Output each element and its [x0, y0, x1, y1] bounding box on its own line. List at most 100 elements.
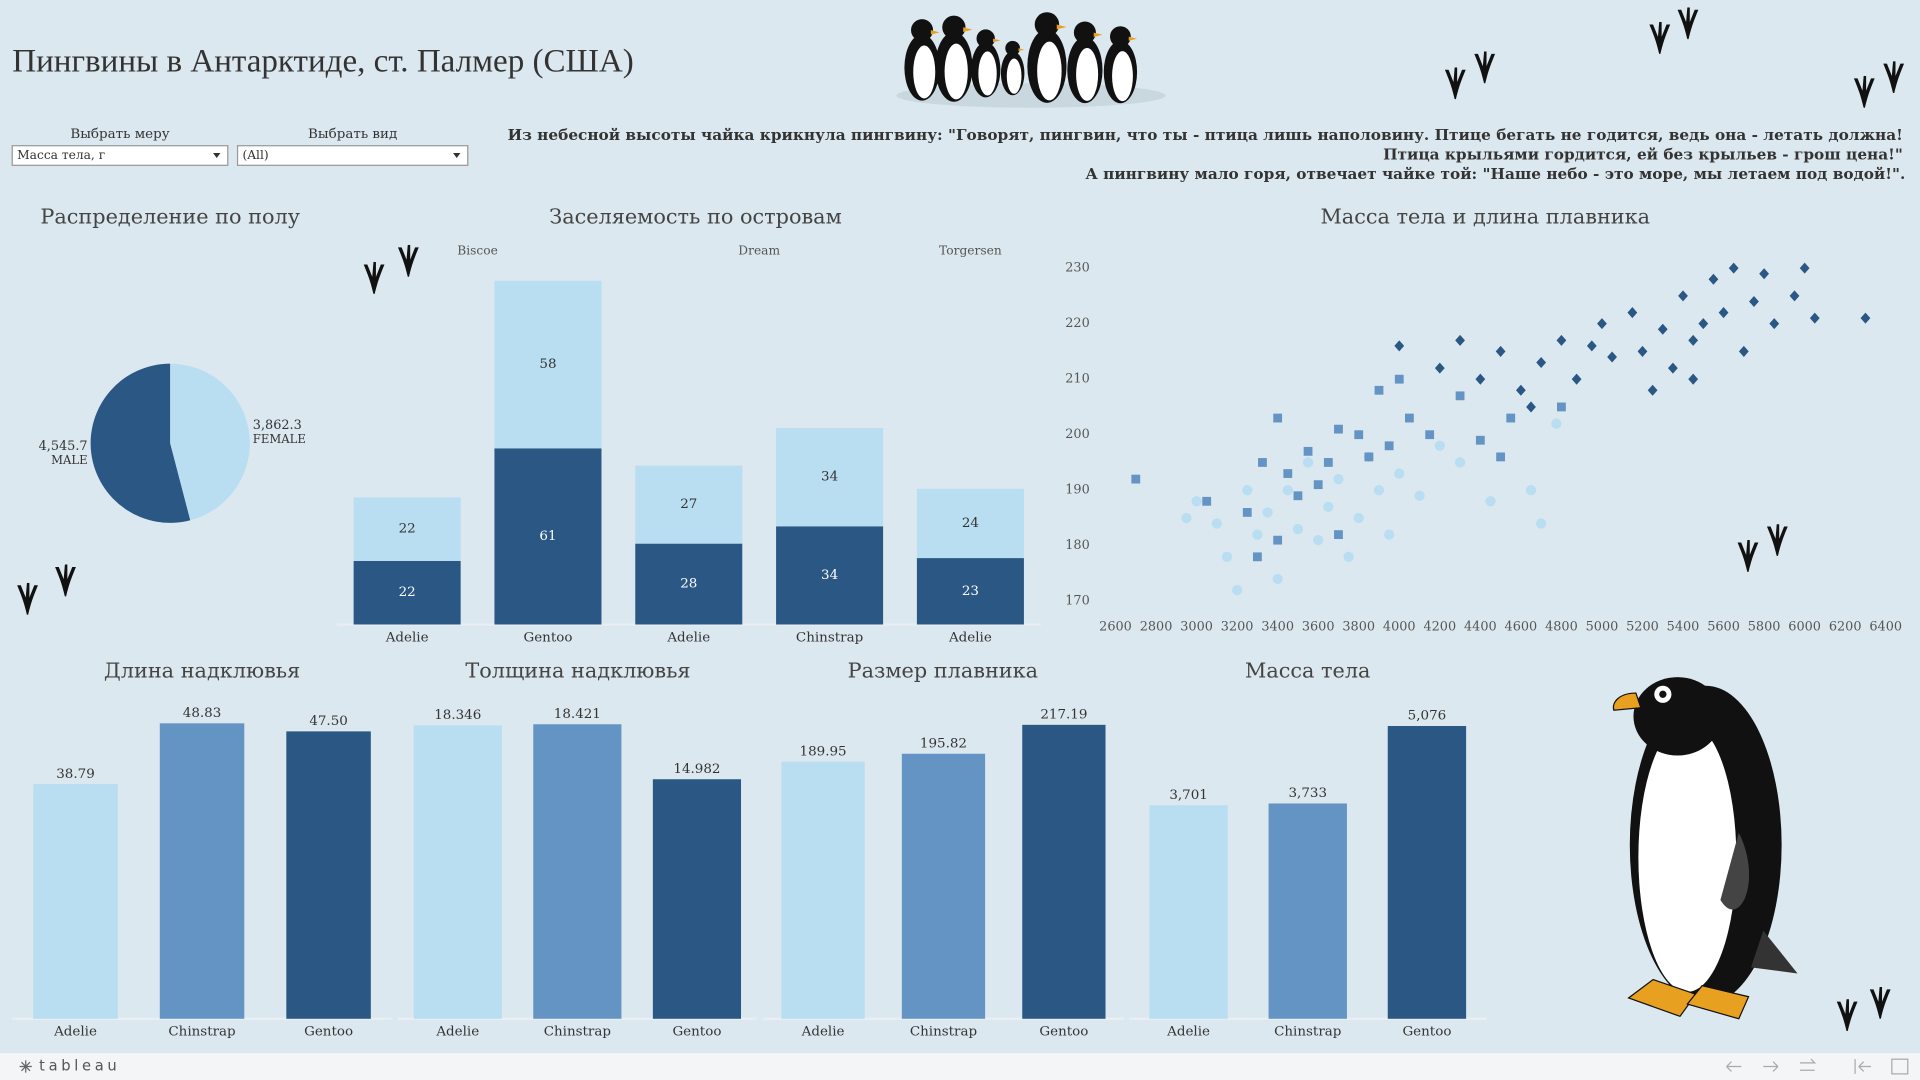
facet-label: Dream	[738, 244, 780, 258]
dropdown[interactable]	[11, 145, 229, 166]
penguin-group-image	[896, 12, 1166, 108]
point	[1414, 490, 1425, 501]
point	[1738, 345, 1749, 357]
bar	[1022, 724, 1106, 1019]
quote-line: А пингвину мало горя, отвечает чайке той…	[1085, 165, 1905, 183]
point	[1272, 573, 1283, 585]
value-label: 195.82	[920, 736, 967, 751]
value-label: 58	[539, 357, 556, 372]
filter-label: Выбрать меру	[70, 127, 169, 142]
value-label: 24	[962, 516, 979, 531]
bar-segment	[776, 428, 884, 527]
value-label: 47.50	[309, 714, 348, 729]
y-tick-label: 210	[1065, 372, 1090, 387]
point	[1231, 584, 1243, 596]
x-tick-label: 6200	[1829, 619, 1862, 634]
bar	[413, 725, 502, 1019]
dropdown-value[interactable]: Масса тела, г	[17, 148, 105, 162]
point	[1252, 529, 1263, 540]
point	[1557, 402, 1566, 412]
bar	[33, 784, 118, 1019]
point	[1586, 340, 1597, 352]
bar-segment	[353, 497, 461, 561]
point	[1273, 535, 1283, 545]
chart-title: Длина надклювья	[104, 659, 300, 683]
logo[interactable]: tableau	[39, 1058, 120, 1075]
point	[1354, 430, 1364, 440]
chart-title: Распределение по полу	[40, 204, 300, 228]
point	[1383, 529, 1395, 540]
value-label: 18.421	[554, 707, 601, 722]
value-label: 3,733	[1288, 786, 1327, 801]
point	[1384, 441, 1394, 451]
point	[1647, 384, 1658, 396]
x-tick-label: 2800	[1140, 619, 1173, 634]
x-tick-label: 5400	[1667, 619, 1700, 634]
point	[1181, 512, 1192, 524]
point	[1455, 391, 1465, 401]
dropdown[interactable]	[236, 145, 469, 166]
point	[1495, 345, 1506, 357]
point	[1536, 518, 1547, 529]
nav-icons[interactable]	[1726, 1058, 1909, 1075]
point	[1454, 457, 1466, 468]
point	[1394, 374, 1404, 384]
x-tick-label: Gentoo	[1402, 1025, 1451, 1040]
point	[1475, 435, 1485, 445]
value-label: 22	[399, 522, 416, 537]
y-tick-label: 230	[1065, 261, 1090, 276]
x-tick-label: 3200	[1221, 619, 1254, 634]
bar	[286, 731, 371, 1019]
filter-label: Выбрать вид	[308, 127, 397, 142]
y-tick-label: 170	[1065, 594, 1090, 609]
point	[1252, 552, 1262, 562]
pie-slice	[170, 363, 250, 521]
dropdown-value[interactable]: (All)	[242, 148, 268, 162]
point	[1313, 480, 1323, 490]
x-tick-label: 3600	[1302, 619, 1335, 634]
point	[1242, 508, 1252, 517]
x-tick-label: Chinstrap	[796, 630, 863, 645]
x-tick-label: Adelie	[1166, 1025, 1210, 1040]
point	[1769, 318, 1780, 330]
point	[1551, 418, 1562, 429]
point	[1313, 535, 1324, 546]
point	[1273, 413, 1283, 423]
bar	[781, 761, 865, 1019]
bar-segment	[635, 465, 743, 544]
title: Пингвины в Антарктиде, ст. Палмер (США)	[12, 43, 634, 79]
value-label: 217.19	[1040, 708, 1087, 723]
point	[1242, 485, 1253, 496]
x-tick-label: 6400	[1869, 619, 1902, 634]
value-label: 22	[399, 585, 416, 600]
category-label: MALE	[51, 453, 88, 467]
x-tick-label: Adelie	[948, 630, 992, 645]
x-tick-label: Chinstrap	[168, 1025, 235, 1040]
point	[1525, 485, 1537, 496]
y-tick-label: 200	[1065, 427, 1090, 442]
value-label: 189.95	[800, 744, 847, 759]
facet-label: Torgersen	[939, 244, 1002, 258]
point	[1211, 518, 1222, 529]
x-tick-label: Gentoo	[1039, 1025, 1088, 1040]
x-tick-label: Chinstrap	[1274, 1025, 1341, 1040]
filters: Выбрать меру Масса тела, г Выбрать вид (…	[11, 127, 469, 166]
point	[1283, 469, 1293, 478]
value-label: 5,076	[1408, 709, 1447, 724]
bar	[159, 723, 245, 1019]
x-tick-label: 4000	[1383, 619, 1416, 634]
point	[1221, 551, 1233, 562]
x-tick-label: 4200	[1423, 619, 1456, 634]
point	[1404, 413, 1414, 423]
bar-segment	[353, 560, 461, 625]
bar-segment	[494, 448, 602, 625]
dropdown-arrow	[453, 153, 461, 158]
point	[1364, 452, 1374, 462]
point	[1434, 440, 1445, 451]
x-tick-label: Gentoo	[304, 1025, 353, 1040]
point	[1637, 345, 1648, 357]
point	[1334, 530, 1343, 540]
point	[1506, 413, 1516, 423]
